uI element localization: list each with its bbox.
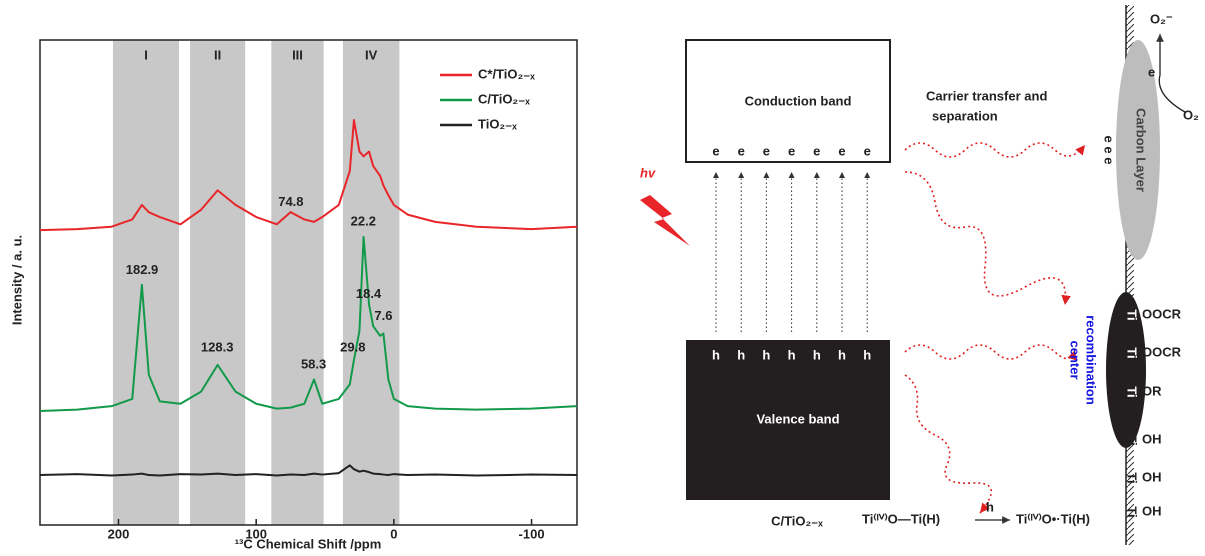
recombination-label: center — [1068, 340, 1083, 379]
x-tick-label: 200 — [108, 526, 130, 541]
ti-label: Ti — [1125, 386, 1140, 397]
carbon-layer — [1116, 40, 1160, 260]
band-carriers: e h e h e h e h e h e h e h — [712, 143, 871, 362]
x-tick-label: -100 — [519, 526, 545, 541]
region-label: I — [144, 47, 148, 62]
series-line — [39, 235, 578, 413]
hole: h — [863, 347, 871, 362]
o2-minus: O₂⁻ — [1150, 11, 1173, 26]
carrier-text: separation — [932, 108, 998, 123]
surface-hatch — [1126, 5, 1134, 545]
carbon-layer-label: Carbon Layer — [1134, 108, 1149, 192]
peak-label: 7.6 — [374, 308, 392, 323]
surface-group: OH — [1142, 503, 1162, 518]
reaction-left: Ti⁽ᴵⱽ⁾O—Ti(H) — [862, 511, 940, 526]
region-label: IV — [365, 47, 378, 62]
hv-label: hv — [640, 165, 656, 180]
hole: h — [762, 347, 770, 362]
hole: h — [737, 347, 745, 362]
region — [271, 40, 324, 525]
valence-box — [686, 340, 890, 500]
ti-label: Ti — [1125, 434, 1140, 445]
series-line — [39, 464, 578, 477]
peak-label: 58.3 — [301, 356, 326, 371]
carrier-text: Carrier transfer and — [926, 88, 1047, 103]
surface-group: OOCR — [1142, 306, 1182, 321]
electron: e — [864, 143, 871, 158]
ti-label: Ti — [1125, 309, 1140, 320]
conduction-label: Conduction band — [745, 93, 852, 108]
electron: e — [838, 143, 845, 158]
carbon-electrons: e e e — [1102, 136, 1117, 165]
ti-label: Ti — [1125, 506, 1140, 517]
electron: e — [712, 143, 719, 158]
region — [190, 40, 246, 525]
series-line — [39, 119, 578, 232]
region — [112, 40, 180, 525]
legend-label: TiO₂₋ₓ — [478, 116, 517, 131]
surface-group: OR — [1142, 383, 1162, 398]
x-tick-label: 0 — [390, 526, 397, 541]
lightning — [640, 195, 690, 246]
recombination-label: recombination — [1084, 315, 1099, 405]
peak-label: 22.2 — [351, 213, 376, 228]
electron: e — [1148, 64, 1155, 79]
peak-label: 29.8 — [340, 339, 365, 354]
ti-label: Ti — [1125, 472, 1140, 483]
hole: h — [788, 347, 796, 362]
peak-label: 128.3 — [201, 339, 234, 354]
electron: e — [763, 143, 770, 158]
peak-label: 74.8 — [278, 194, 303, 209]
plot-frame — [39, 39, 578, 526]
x-tick-label: 100 — [245, 526, 267, 541]
reaction-right: Ti⁽ᴵⱽ⁾O•·Ti(H) — [1016, 511, 1090, 526]
electron: e — [813, 143, 820, 158]
region — [342, 40, 400, 525]
region-label: II — [214, 47, 221, 62]
surface-group: OH — [1142, 469, 1162, 484]
hole: h — [838, 347, 846, 362]
peak-label: 182.9 — [126, 262, 159, 277]
conduction-box — [685, 39, 891, 163]
region-label: III — [292, 47, 303, 62]
transfer-arrows — [904, 142, 1086, 514]
surface-group: OOCR — [1142, 344, 1182, 359]
reaction-h: h — [986, 499, 994, 514]
diagram: Conduction band Valence band ehehehehehe… — [640, 5, 1199, 545]
electron: e — [788, 143, 795, 158]
recombination-center — [1106, 292, 1146, 448]
valence-label: Valence band — [756, 411, 839, 426]
peak-label: 18.4 — [356, 286, 382, 301]
material-label: C/TiO₂₋ₓ — [771, 513, 823, 528]
y-axis-label: Intensity / a. u. — [9, 235, 24, 325]
surface-group: OH — [1142, 431, 1162, 446]
o2: O₂ — [1183, 107, 1199, 122]
x-axis-label: ¹³C Chemical Shift /ppm — [235, 536, 382, 551]
hole: h — [813, 347, 821, 362]
ti-label: Ti — [1125, 347, 1140, 358]
reduction-arrow — [1156, 34, 1186, 113]
electron: e — [738, 143, 745, 158]
legend-label: C*/TiO₂₋ₓ — [478, 66, 535, 81]
hole: h — [712, 347, 720, 362]
legend-label: C/TiO₂₋ₓ — [478, 91, 530, 106]
